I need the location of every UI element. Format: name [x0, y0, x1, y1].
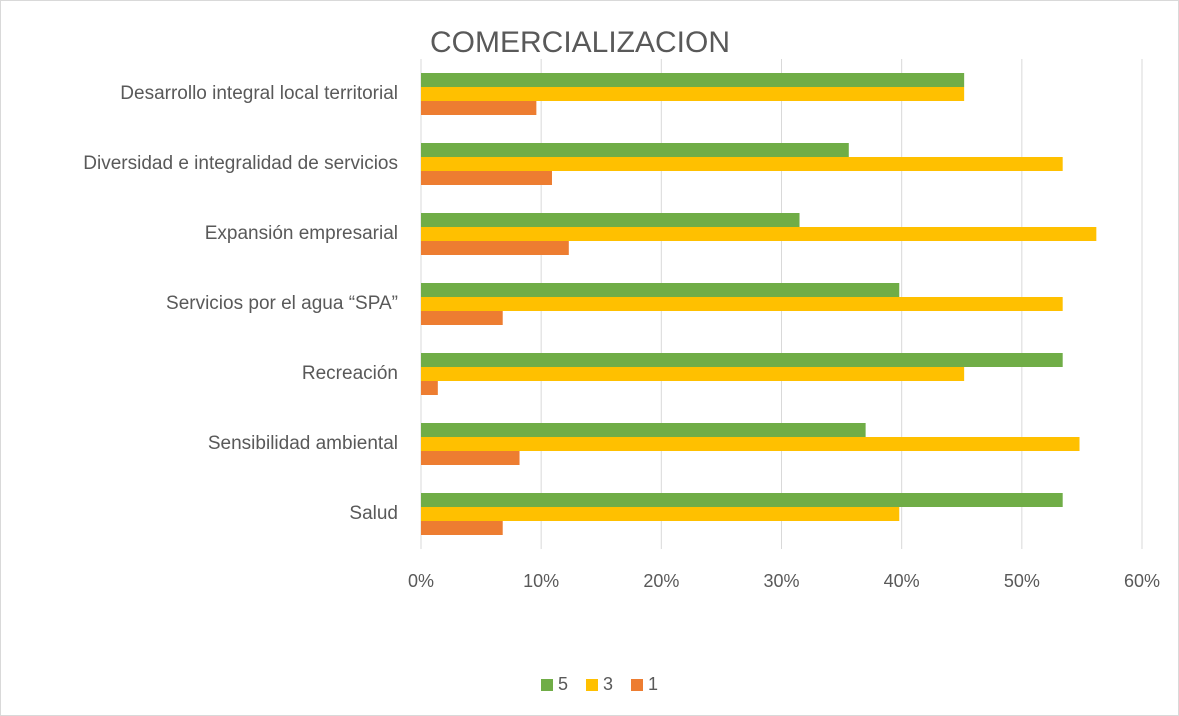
legend-label: 3 [603, 674, 613, 694]
legend-swatch [586, 679, 598, 691]
bar [421, 507, 900, 521]
bar [421, 423, 866, 437]
bar [421, 381, 438, 395]
x-tick-label: 50% [1004, 571, 1040, 591]
bar [421, 521, 503, 535]
bar [421, 171, 552, 185]
bar [421, 213, 800, 227]
x-tick-label: 40% [884, 571, 920, 591]
bar [421, 367, 965, 381]
bar [421, 353, 1063, 367]
chart-title: COMERCIALIZACION [430, 26, 730, 59]
y-tick-label: Diversidad e integralidad de servicios [83, 153, 398, 174]
bar [421, 241, 569, 255]
x-tick-label: 0% [408, 571, 434, 591]
bar [421, 311, 503, 325]
y-tick-label: Servicios por el agua “SPA” [166, 293, 398, 314]
y-tick-label: Expansión empresarial [205, 223, 398, 244]
x-tick-label: 20% [643, 571, 679, 591]
y-tick-label: Sensibilidad ambiental [208, 433, 398, 454]
x-tick-label: 10% [523, 571, 559, 591]
bar [421, 297, 1063, 311]
x-tick-label: 30% [763, 571, 799, 591]
legend-label: 5 [558, 674, 568, 694]
bar [421, 437, 1080, 451]
bar [421, 283, 900, 297]
bar [421, 157, 1063, 171]
y-tick-label: Recreación [302, 363, 398, 384]
legend-label: 1 [648, 674, 658, 694]
bar [421, 227, 1097, 241]
bar [421, 143, 849, 157]
x-tick-label: 60% [1124, 571, 1160, 591]
bar [421, 73, 965, 87]
y-tick-label: Desarrollo integral local territorial [120, 83, 398, 104]
bar [421, 101, 537, 115]
bar [421, 493, 1063, 507]
legend-swatch [631, 679, 643, 691]
bar [421, 87, 965, 101]
legend-swatch [541, 679, 553, 691]
y-tick-label: Salud [349, 503, 398, 524]
bar [421, 451, 520, 465]
